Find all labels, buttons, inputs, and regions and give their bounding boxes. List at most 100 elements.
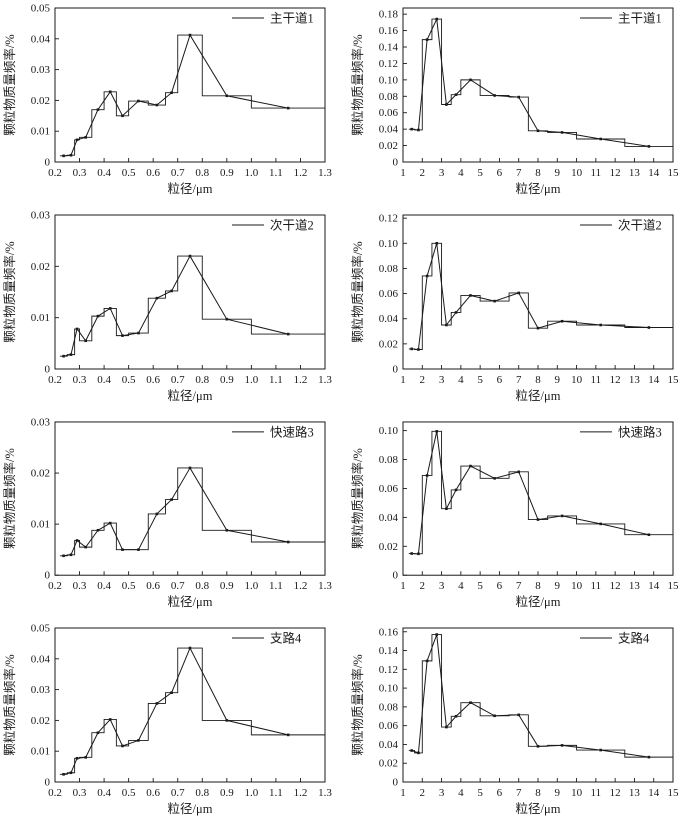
plot-frame — [54, 421, 326, 576]
y-axis-title: 颗粒物质量频率/% — [2, 654, 17, 755]
chart-panel-expressway-3-fine: 0.2 0.3 0.4 0.5 0.6 0.7 0.8 0.9 1.0 1.1 1.2 1.3 0 0.0… — [0, 414, 348, 620]
y-tick-label: 0.12 — [379, 213, 398, 225]
y-tick-label: 0.01 — [31, 519, 50, 531]
x-tick-label: 1 — [400, 167, 406, 179]
x-tick-label: 0.7 — [171, 374, 185, 386]
data-point-marker — [96, 314, 100, 318]
y-tick-label: 0.02 — [31, 95, 50, 107]
data-point-marker — [493, 477, 496, 480]
y-axis-title: 颗粒物质量频率/% — [350, 241, 365, 342]
data-point-marker — [75, 756, 79, 760]
y-tick-label: 0.06 — [379, 288, 399, 300]
x-tick-label: 0.8 — [195, 374, 209, 386]
x-axis-title: 粒径/μm — [168, 181, 213, 196]
x-tick-label: 1.3 — [318, 167, 332, 179]
x-tick-label: 0.6 — [146, 787, 160, 799]
x-tick-label: 13 — [629, 167, 641, 179]
x-tick-label: 9 — [555, 167, 561, 179]
data-point-marker — [84, 339, 87, 343]
y-tick-label: 0.10 — [379, 683, 399, 695]
x-tick-label: 8 — [535, 787, 541, 799]
legend-label: 快速路3 — [270, 424, 314, 439]
data-point-marker — [517, 95, 521, 99]
data-point-marker — [410, 552, 413, 555]
x-tick-label: 11 — [591, 787, 602, 799]
data-point-marker — [225, 719, 229, 722]
y-tick-label: 0.08 — [379, 263, 399, 275]
x-axis-title: 粒径/μm — [516, 388, 561, 403]
chart-svg-main-road-1-coarse: 1 2 3 4 5 6 7 8 9 10 11 12 13 14 1500.020.040.060.080.… — [350, 7, 680, 196]
x-tick-label: 1.1 — [269, 787, 283, 799]
data-point-marker — [560, 131, 564, 134]
y-tick-label: 0.02 — [31, 468, 50, 480]
plot-frame — [54, 214, 326, 370]
data-point-marker — [96, 108, 100, 111]
data-point-marker — [62, 354, 65, 358]
y-tick-label: 0.02 — [379, 758, 398, 770]
y-tick-label: 0.08 — [379, 454, 399, 466]
x-axis-title: 粒径/μm — [168, 388, 213, 403]
data-point-marker — [188, 466, 192, 470]
x-tick-label: 2 — [420, 787, 426, 799]
y-tick-label: 0.06 — [379, 483, 399, 495]
legend-label: 主干道1 — [618, 12, 662, 26]
data-point-marker — [286, 332, 290, 336]
data-point-marker — [108, 90, 112, 94]
y-tick-label: 0.02 — [31, 715, 50, 727]
data-point-marker — [536, 518, 540, 521]
y-axis-title: 颗粒物质量频率/% — [2, 448, 17, 549]
data-point-marker — [647, 755, 651, 759]
data-point-marker — [75, 539, 79, 542]
x-tick-label: 7 — [516, 787, 522, 799]
frequency-line — [63, 33, 289, 157]
y-tick-label: 0 — [45, 157, 51, 169]
y-tick-label: 0.08 — [379, 701, 399, 713]
data-point-marker — [155, 103, 159, 107]
x-tick-label: 1.2 — [294, 374, 308, 386]
x-tick-label: 5 — [477, 374, 483, 386]
legend-label: 次干道2 — [618, 219, 662, 233]
data-point-marker — [69, 553, 73, 557]
chart-panel-main-road-1-coarse: 1 2 3 4 5 6 7 8 9 10 11 12 13 14 15 0 0.02 0.04 0.06 0.08 0.… — [348, 0, 696, 207]
data-point-marker — [517, 291, 521, 295]
y-tick-label: 0.10 — [379, 238, 399, 250]
x-tick-label: 15 — [668, 580, 680, 592]
y-tick-label: 0 — [393, 364, 399, 376]
y-axis-title: 颗粒物质量频率/% — [350, 448, 365, 549]
y-tick-label: 0 — [393, 777, 399, 789]
data-point-marker — [69, 771, 73, 775]
data-point-marker — [225, 317, 229, 321]
frequency-line — [63, 255, 289, 357]
x-tick-label: 3 — [439, 580, 445, 592]
chart-panel-branch-road-4-coarse: 1 2 3 4 5 6 7 8 9 10 11 12 13 14 15 0 0.02 0.04 0.06 0.08 0.… — [348, 620, 696, 827]
x-tick-label: 0.3 — [73, 580, 87, 592]
y-tick-label: 0.01 — [31, 312, 50, 324]
histogram-step-outline — [408, 242, 673, 350]
x-tick-label: 4 — [458, 374, 464, 386]
data-point-marker — [121, 334, 124, 337]
data-point-marker — [188, 254, 192, 258]
data-point-marker — [108, 521, 112, 525]
y-tick-label: 0.04 — [379, 739, 399, 751]
data-point-marker — [599, 748, 602, 752]
x-tick-label: 1 — [400, 787, 406, 799]
data-point-marker — [121, 744, 124, 748]
x-axis-title: 粒径/μm — [168, 801, 213, 816]
data-point-marker — [286, 733, 290, 737]
x-tick-label: 6 — [497, 374, 503, 386]
data-point-marker — [410, 749, 413, 752]
data-point-marker — [493, 714, 496, 718]
legend-label: 支路4 — [270, 631, 302, 646]
data-point-marker — [469, 464, 472, 468]
data-point-marker — [454, 488, 458, 492]
y-tick-label: 0.03 — [31, 64, 51, 76]
chart-svg-secondary-road-2-fine: 0.2 0.3 0.4 0.5 0.6 0.7 0.8 0.9 1.0 1.1 1.2 1.3 0 0.0… — [2, 210, 332, 404]
y-tick-label: 0.03 — [31, 416, 51, 428]
data-point-marker — [62, 154, 65, 158]
data-point-marker — [417, 348, 420, 351]
x-tick-label: 14 — [648, 787, 660, 799]
x-tick-label: 15 — [668, 167, 680, 179]
x-tick-label: 1.2 — [294, 787, 308, 799]
data-point-marker — [469, 701, 472, 704]
data-point-marker — [454, 93, 458, 96]
